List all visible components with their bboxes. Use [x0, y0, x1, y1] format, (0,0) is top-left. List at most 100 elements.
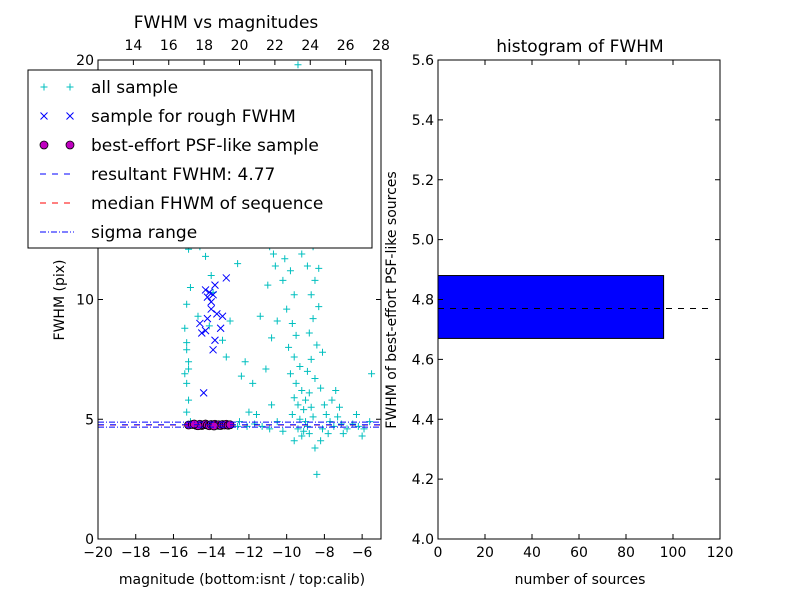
all-sample-point	[288, 410, 296, 418]
all-sample-point	[309, 315, 317, 323]
rough-fwhm-point	[203, 293, 212, 301]
all-sample-point	[292, 331, 300, 339]
legend-entry: sample for rough FWHM	[40, 107, 296, 127]
all-sample-point	[307, 403, 315, 411]
right-y-tick-label: 5.4	[412, 113, 434, 129]
left-top-x-tick-label: 20	[231, 38, 249, 54]
all-sample-point	[334, 413, 342, 421]
all-sample-point	[226, 317, 234, 325]
all-sample-point	[269, 250, 277, 258]
all-sample-point	[290, 353, 298, 361]
rough-fwhm-point	[201, 326, 210, 335]
all-sample-point	[300, 427, 308, 435]
legend-entry: best-effort PSF-like sample	[39, 136, 319, 156]
legend: all sample sample for rough FWHM best-effo…	[27, 69, 373, 249]
right-panel: 0 20 40 60 80 100 120 4.0 4.2 4.4 4.6 4.8 5.0 5.2 5.4 5…	[384, 37, 733, 588]
left-top-x-tick-label: 14	[124, 38, 142, 54]
all-sample-point	[296, 363, 304, 371]
all-sample-point	[307, 291, 315, 299]
all-sample-point	[252, 410, 260, 418]
right-y-label: FWHM of best-effort PSF-like sources	[384, 171, 400, 428]
legend-entry: resultant FWHM: 4.77	[40, 165, 275, 185]
all-sample-point	[313, 470, 321, 478]
all-sample-point	[358, 432, 366, 440]
right-y-tick-label: 5.0	[412, 233, 434, 249]
psf-like-point	[209, 421, 219, 431]
all-sample-point	[290, 394, 298, 402]
all-sample-point	[181, 324, 189, 332]
right-x-tick-label: 60	[570, 545, 588, 561]
rough-fwhm-point	[197, 329, 206, 337]
right-y-tick-label: 5.6	[412, 53, 434, 69]
legend-label: median FHWM of sequence	[91, 194, 323, 214]
all-sample-point	[205, 322, 213, 330]
all-sample-point	[305, 430, 313, 438]
all-sample-point	[294, 61, 302, 69]
all-sample-point	[234, 260, 242, 268]
all-sample-point	[303, 367, 311, 375]
all-sample-point	[300, 406, 308, 414]
histogram-bar	[437, 275, 665, 339]
all-sample-point	[281, 255, 289, 263]
all-sample-point	[222, 353, 230, 361]
all-sample-point	[183, 339, 191, 347]
rough-fwhm-point	[207, 305, 216, 313]
all-sample-point	[313, 341, 321, 349]
all-sample-point	[302, 396, 310, 404]
all-sample-point	[305, 389, 313, 397]
all-sample-point	[322, 410, 330, 418]
all-sample-point	[288, 319, 296, 327]
rough-fwhm-point	[207, 298, 216, 306]
all-sample-point	[268, 401, 276, 409]
right-x-tick-label: 80	[617, 545, 635, 561]
all-sample-point	[279, 276, 287, 284]
all-sample-point	[268, 334, 276, 342]
all-sample-point	[219, 336, 227, 344]
all-sample-point	[311, 375, 319, 383]
all-sample-point	[368, 370, 376, 378]
left-x-tick-label: −8	[314, 545, 335, 561]
all-sample-point	[183, 300, 191, 308]
left-top-x-tick-label: 16	[160, 38, 178, 54]
left-y-tick-label: 5	[85, 412, 94, 428]
all-sample-point	[237, 372, 245, 380]
all-sample-point	[317, 384, 325, 392]
rough-fwhm-point	[211, 281, 219, 289]
all-sample-point	[183, 379, 191, 387]
left-top-x-tick-label: 22	[266, 38, 284, 54]
rough-fwhm-point	[196, 319, 204, 328]
rough-fwhm-point	[201, 286, 210, 294]
all-sample-point	[262, 365, 270, 373]
left-top-x-tick-label: 26	[337, 38, 355, 54]
right-y-tick-label: 4.2	[412, 472, 434, 488]
rough-fwhm-point	[211, 336, 219, 345]
all-sample-point	[298, 387, 306, 395]
rough-fwhm-point	[218, 312, 227, 321]
all-sample-point	[309, 413, 317, 421]
legend-label: all sample	[91, 78, 178, 98]
all-sample-point	[245, 408, 253, 416]
all-sample-point	[258, 422, 266, 430]
left-y-tick-label: 10	[76, 293, 94, 309]
right-x-label: number of sources	[515, 572, 646, 588]
left-title: FWHM vs magnitudes	[134, 13, 319, 33]
all-sample-point	[286, 370, 294, 378]
all-sample-point	[241, 358, 249, 366]
all-sample-point	[294, 401, 302, 409]
all-sample-point	[307, 355, 315, 363]
rough-fwhm-point	[209, 290, 217, 299]
all-sample-point	[296, 415, 304, 423]
left-top-x-tick-label: 24	[301, 38, 319, 54]
all-sample-point	[335, 403, 343, 411]
all-sample-point	[315, 303, 323, 311]
left-x-tick-label: −10	[272, 545, 302, 561]
all-sample-point	[290, 437, 298, 445]
all-sample-point	[266, 425, 274, 433]
legend-entry: sigma range	[40, 223, 197, 243]
left-x-tick-label: −18	[121, 545, 151, 561]
rough-fwhm-point	[213, 310, 221, 318]
all-sample-point	[294, 425, 302, 433]
all-sample-point	[185, 365, 193, 373]
all-sample-point	[317, 437, 325, 445]
